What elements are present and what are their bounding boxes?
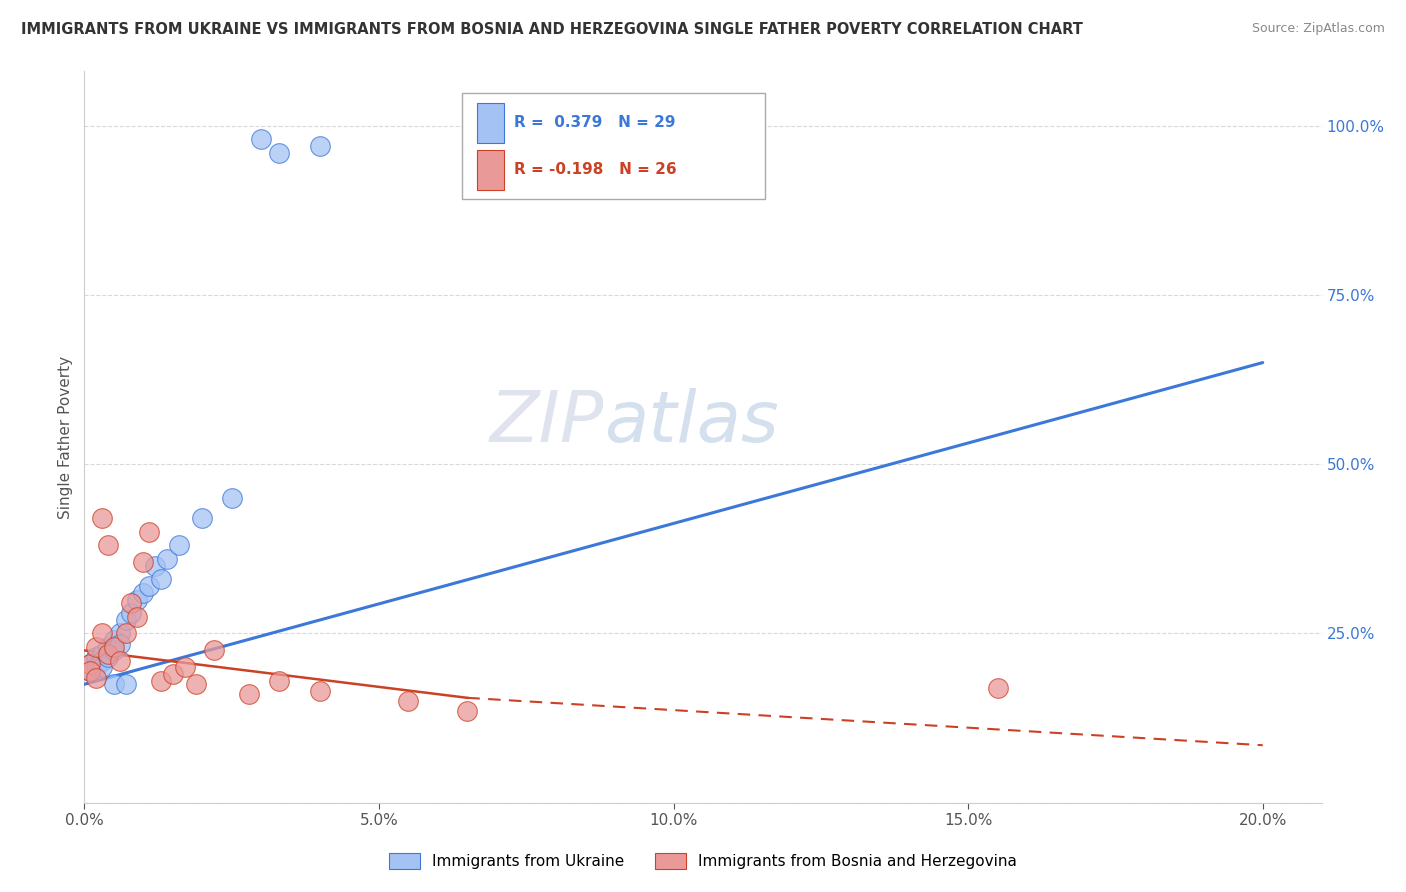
Text: ZIP: ZIP xyxy=(489,388,605,457)
Point xyxy=(91,626,114,640)
Text: atlas: atlas xyxy=(605,388,779,457)
Point xyxy=(103,643,125,657)
Point xyxy=(191,511,214,525)
Point xyxy=(202,643,225,657)
Text: R = -0.198   N = 26: R = -0.198 N = 26 xyxy=(513,162,676,178)
Point xyxy=(987,681,1010,695)
Point xyxy=(456,705,478,719)
Point xyxy=(91,660,114,674)
Point xyxy=(79,657,101,671)
Point xyxy=(127,609,149,624)
Point xyxy=(238,688,260,702)
Point xyxy=(186,677,208,691)
Point xyxy=(309,139,332,153)
Point xyxy=(79,664,101,678)
Bar xyxy=(477,103,503,143)
Bar xyxy=(477,150,503,190)
Point xyxy=(267,673,290,688)
Point xyxy=(97,538,120,552)
Point xyxy=(121,606,143,620)
Point xyxy=(84,640,107,654)
Point xyxy=(91,511,114,525)
Point xyxy=(108,637,131,651)
Point xyxy=(91,647,114,661)
Point xyxy=(103,677,125,691)
Point xyxy=(167,538,190,552)
Point xyxy=(138,524,160,539)
Point xyxy=(114,626,136,640)
Point xyxy=(250,132,273,146)
Point xyxy=(121,596,143,610)
Point xyxy=(143,558,166,573)
Point xyxy=(162,667,184,681)
Point xyxy=(79,657,101,671)
Point xyxy=(396,694,419,708)
FancyBboxPatch shape xyxy=(461,94,765,200)
Point xyxy=(91,654,114,668)
Point xyxy=(221,491,243,505)
Point xyxy=(103,633,125,648)
Point xyxy=(114,677,136,691)
Point xyxy=(108,626,131,640)
Text: Source: ZipAtlas.com: Source: ZipAtlas.com xyxy=(1251,22,1385,36)
Point xyxy=(138,579,160,593)
Text: R =  0.379   N = 29: R = 0.379 N = 29 xyxy=(513,115,675,130)
Point xyxy=(84,671,107,685)
Point xyxy=(173,660,195,674)
Y-axis label: Single Father Poverty: Single Father Poverty xyxy=(58,356,73,518)
Point xyxy=(84,650,107,665)
Point xyxy=(84,660,107,674)
Point xyxy=(97,647,120,661)
Point xyxy=(127,592,149,607)
Point xyxy=(97,640,120,654)
Point xyxy=(79,664,101,678)
Point xyxy=(309,684,332,698)
Point xyxy=(97,650,120,665)
Point xyxy=(156,552,179,566)
Point xyxy=(103,640,125,654)
Point xyxy=(149,572,172,586)
Point xyxy=(132,586,155,600)
Point xyxy=(267,145,290,160)
Point xyxy=(108,654,131,668)
Point xyxy=(132,555,155,569)
Legend: Immigrants from Ukraine, Immigrants from Bosnia and Herzegovina: Immigrants from Ukraine, Immigrants from… xyxy=(384,847,1022,875)
Point xyxy=(149,673,172,688)
Point xyxy=(114,613,136,627)
Text: IMMIGRANTS FROM UKRAINE VS IMMIGRANTS FROM BOSNIA AND HERZEGOVINA SINGLE FATHER : IMMIGRANTS FROM UKRAINE VS IMMIGRANTS FR… xyxy=(21,22,1083,37)
